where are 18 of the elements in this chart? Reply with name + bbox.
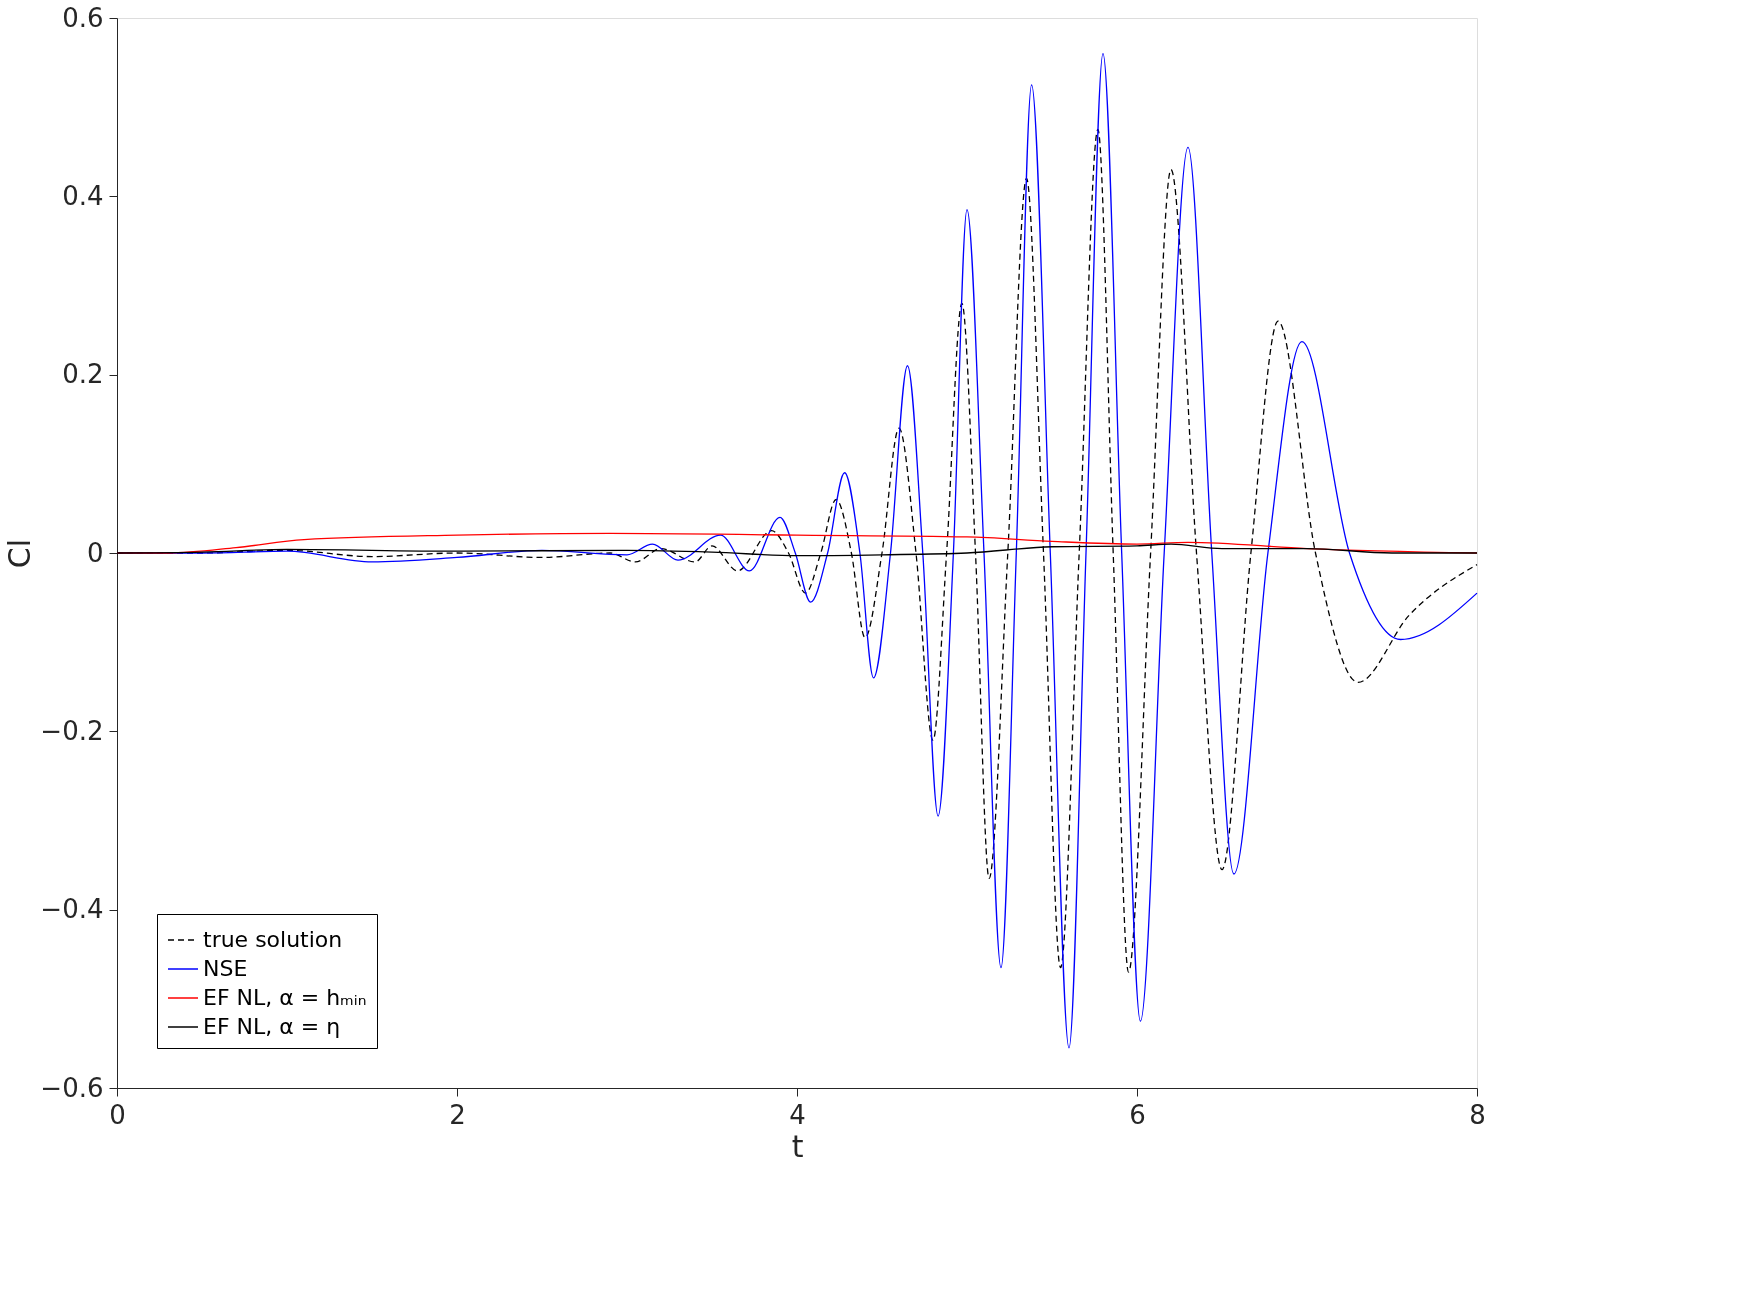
y-axis-title: Cl xyxy=(2,538,38,569)
x-tick-label: 4 xyxy=(789,1099,806,1130)
x-axis-title: t xyxy=(791,1128,804,1164)
x-tick-label: 0 xyxy=(109,1099,126,1130)
y-tick-label: 0.6 xyxy=(62,2,104,33)
y-tick-label: 0 xyxy=(86,537,104,568)
legend-label: NSE xyxy=(203,956,248,981)
legend-label: EF NL, α = η xyxy=(203,1014,341,1039)
legend-label: true solution xyxy=(203,927,343,952)
y-tick-label: −0.4 xyxy=(40,894,104,925)
y-tick-label: 0.2 xyxy=(62,359,104,390)
y-tick-label: 0.4 xyxy=(62,180,104,211)
y-tick-label: −0.6 xyxy=(40,1072,104,1103)
y-tick-label: −0.2 xyxy=(40,715,104,746)
x-tick-label: 2 xyxy=(449,1099,466,1130)
x-tick-label: 8 xyxy=(1469,1099,1486,1130)
x-tick-label: 6 xyxy=(1129,1099,1146,1130)
legend-label: EF NL, α = hₘᵢₙ xyxy=(203,985,367,1010)
